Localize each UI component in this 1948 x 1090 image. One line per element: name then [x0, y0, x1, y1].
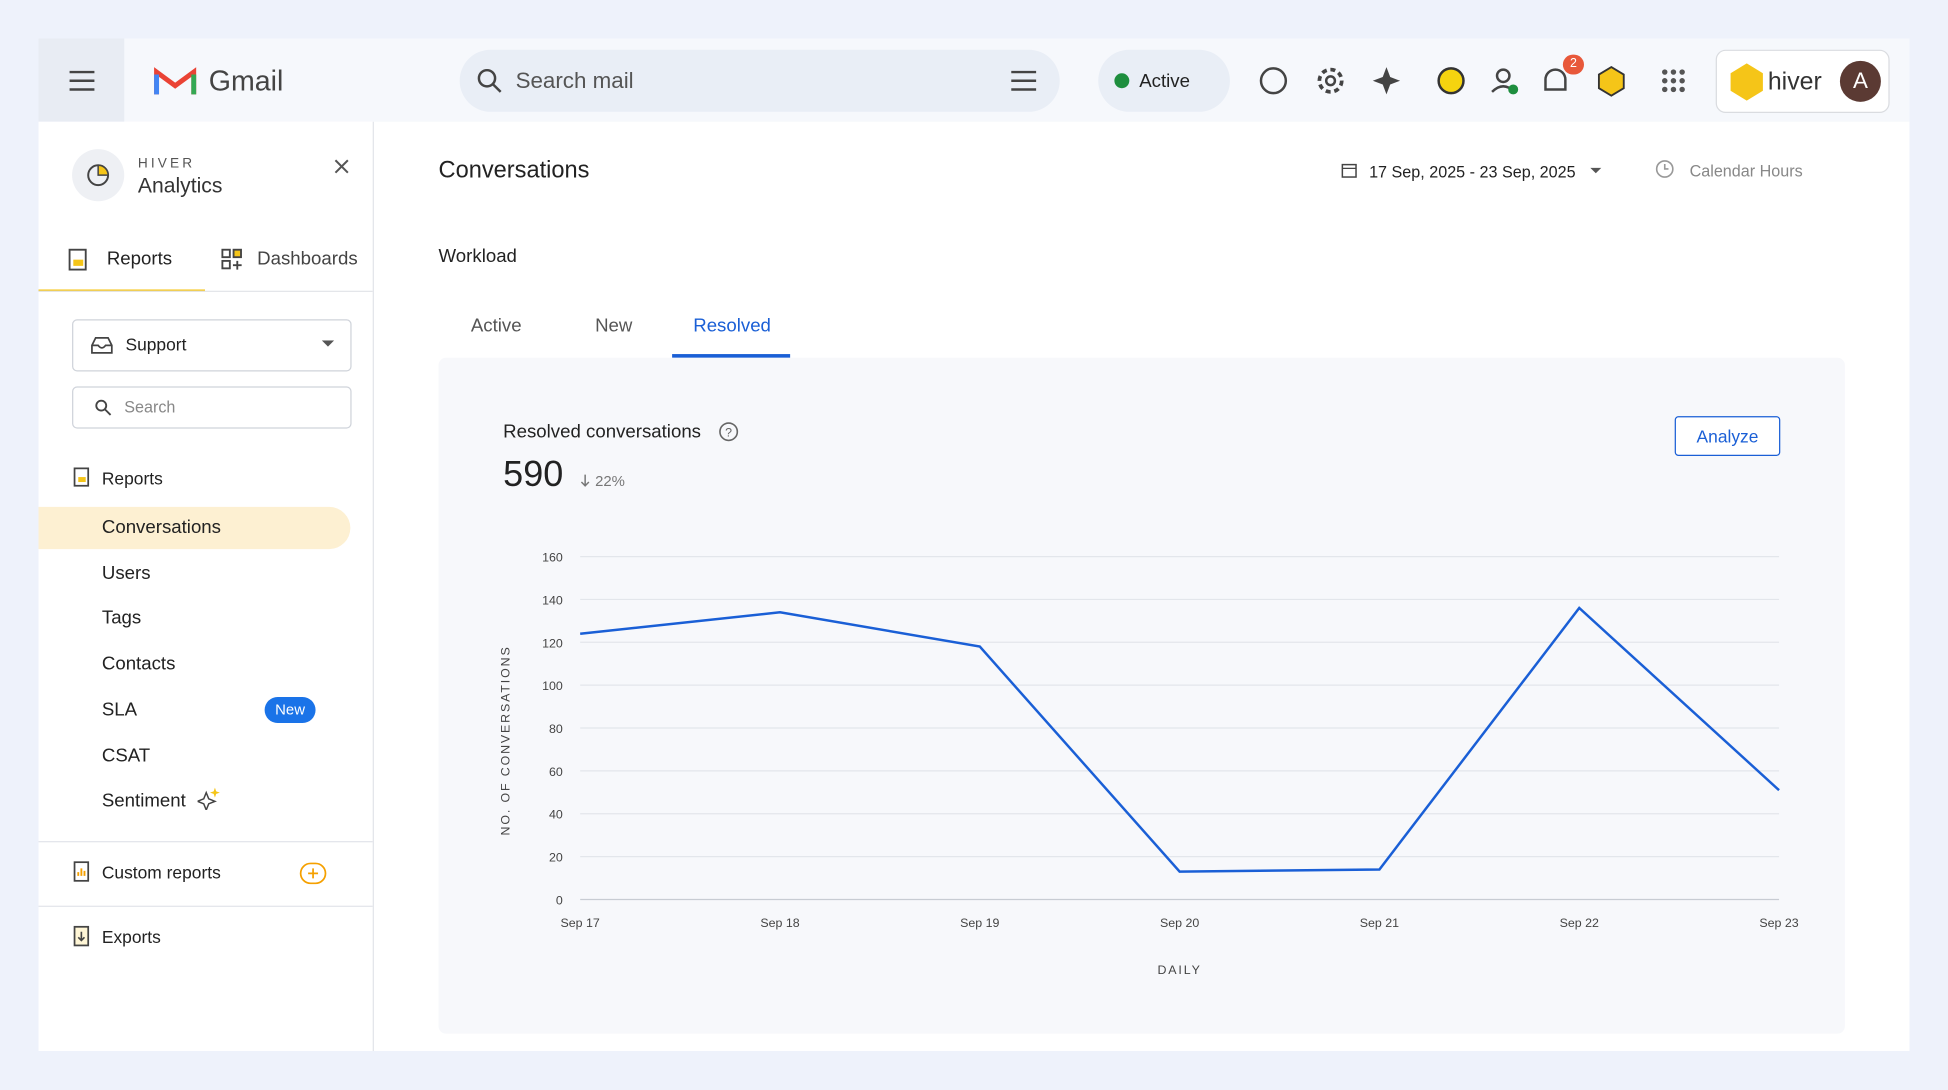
- y-tick-label: 120: [542, 636, 563, 650]
- dropdown-arrow: [321, 340, 335, 347]
- inbox-label: Support: [125, 334, 187, 355]
- date-dropdown: [1590, 167, 1602, 174]
- x-tick-label: Sep 23: [1759, 916, 1798, 930]
- report-item[interactable]: Sentiment: [101, 790, 186, 812]
- page-title: Conversations: [438, 157, 590, 184]
- custom-reports-icon: [73, 861, 90, 882]
- sidebar: [38, 121, 374, 1052]
- app-name: Gmail: [208, 64, 284, 97]
- y-tick-label: 140: [542, 593, 563, 607]
- metric-value: 590: [503, 454, 564, 495]
- x-tick-label: Sep 18: [760, 916, 799, 930]
- tab-indicator: [672, 354, 791, 358]
- gmail-logo: [154, 67, 197, 95]
- line: [580, 606, 1780, 873]
- brand: hiver: [1767, 68, 1822, 96]
- date-range[interactable]: 17 Sep, 2025 - 23 Sep, 2025: [1369, 162, 1576, 182]
- sidebar-search[interactable]: [72, 386, 352, 429]
- section-title: Workload: [438, 245, 517, 268]
- status-label: Active: [1139, 70, 1190, 92]
- divider: [38, 290, 373, 292]
- add-icon[interactable]: [299, 862, 327, 885]
- x-tick-label: Sep 20: [1160, 916, 1199, 930]
- search-icon: [477, 68, 502, 93]
- custom-reports[interactable]: Custom reports: [101, 862, 221, 883]
- divider: [38, 841, 373, 843]
- tab-active[interactable]: Resolved: [693, 315, 771, 337]
- svg-text:?: ?: [725, 426, 732, 440]
- metric-title: Resolved conversations: [503, 421, 702, 443]
- menu-icon: [69, 70, 95, 91]
- notification-badge: 2: [1562, 54, 1584, 75]
- tab[interactable]: New: [595, 315, 633, 337]
- y-tick-label: 40: [549, 808, 563, 822]
- tab-reports[interactable]: Reports: [106, 248, 173, 270]
- search-placeholder: Search mail: [515, 68, 634, 94]
- report-item[interactable]: Tags: [101, 607, 142, 630]
- sidebar-brand: HIVER: [137, 156, 196, 172]
- clock-icon: [1655, 160, 1674, 178]
- avatar[interactable]: A: [1839, 60, 1881, 102]
- menu-button[interactable]: [38, 38, 125, 122]
- analyze-button[interactable]: Analyze: [1674, 416, 1781, 456]
- exports[interactable]: Exports: [101, 926, 161, 947]
- y-tick-label: 20: [549, 851, 563, 865]
- inbox-select[interactable]: [72, 319, 352, 372]
- x-tick-label: Sep 19: [960, 916, 999, 930]
- tab-dashboards[interactable]: Dashboards: [257, 248, 358, 270]
- active-item-bg: [38, 506, 351, 550]
- close-icon[interactable]: [333, 158, 350, 175]
- tab[interactable]: Active: [470, 315, 522, 337]
- search-bar[interactable]: [459, 49, 1060, 112]
- toolbar-icons: [1259, 66, 1625, 97]
- y-axis-title: NO. OF CONVERSATIONS: [498, 645, 512, 835]
- divider: [38, 905, 373, 907]
- chart-panel: [438, 357, 1845, 1034]
- pie-icon: [87, 164, 110, 187]
- report-item[interactable]: Users: [101, 562, 151, 584]
- report-item[interactable]: CSAT: [101, 744, 151, 766]
- down-arrow: [580, 474, 590, 487]
- report-item[interactable]: Conversations: [101, 516, 222, 538]
- hiver-logo: [1730, 63, 1763, 101]
- status-dot: [1114, 73, 1130, 89]
- new-badge: New: [264, 696, 316, 724]
- sidebar-search-icon: [95, 399, 112, 416]
- apps-icon[interactable]: [1661, 68, 1686, 93]
- y-tick-label: 80: [549, 722, 563, 736]
- section-reports[interactable]: Reports: [101, 468, 163, 489]
- y-tick-label: 0: [556, 893, 563, 907]
- y-tick-label: 60: [549, 765, 563, 779]
- help-icon[interactable]: ?: [718, 421, 739, 442]
- report-item[interactable]: Contacts: [101, 653, 176, 675]
- sidebar-product: Analytics: [137, 173, 223, 198]
- calendar-icon: [1341, 163, 1357, 178]
- x-axis-title: DAILY: [1157, 963, 1201, 977]
- inbox-icon: [91, 337, 113, 354]
- filter-icon[interactable]: [1009, 67, 1039, 94]
- sparkle-icon: [197, 787, 220, 811]
- reports-tab-icon: [68, 248, 87, 271]
- exports-icon: [73, 925, 90, 947]
- reports-icon: [73, 467, 90, 487]
- chart: DAILY NO. OF CONVERSATIONS 0 20 40 60 80 100 1…: [498, 551, 1798, 977]
- y-tick-label: 100: [542, 679, 563, 693]
- y-tick-label: 160: [542, 551, 563, 565]
- dashboards-tab-icon: [221, 248, 242, 270]
- metric-change: 22%: [595, 472, 625, 490]
- x-tick-label: Sep 22: [1560, 916, 1599, 930]
- calendar-hours[interactable]: Calendar Hours: [1689, 161, 1803, 181]
- x-tick-label: Sep 17: [561, 916, 600, 930]
- sidebar-search-placeholder: Search: [124, 397, 176, 417]
- x-tick-label: Sep 21: [1360, 916, 1399, 930]
- report-item[interactable]: SLA: [101, 699, 138, 721]
